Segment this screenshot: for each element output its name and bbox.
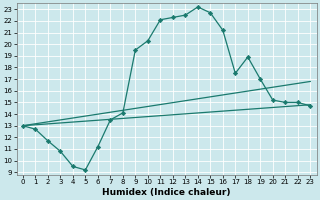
X-axis label: Humidex (Indice chaleur): Humidex (Indice chaleur) bbox=[102, 188, 231, 197]
